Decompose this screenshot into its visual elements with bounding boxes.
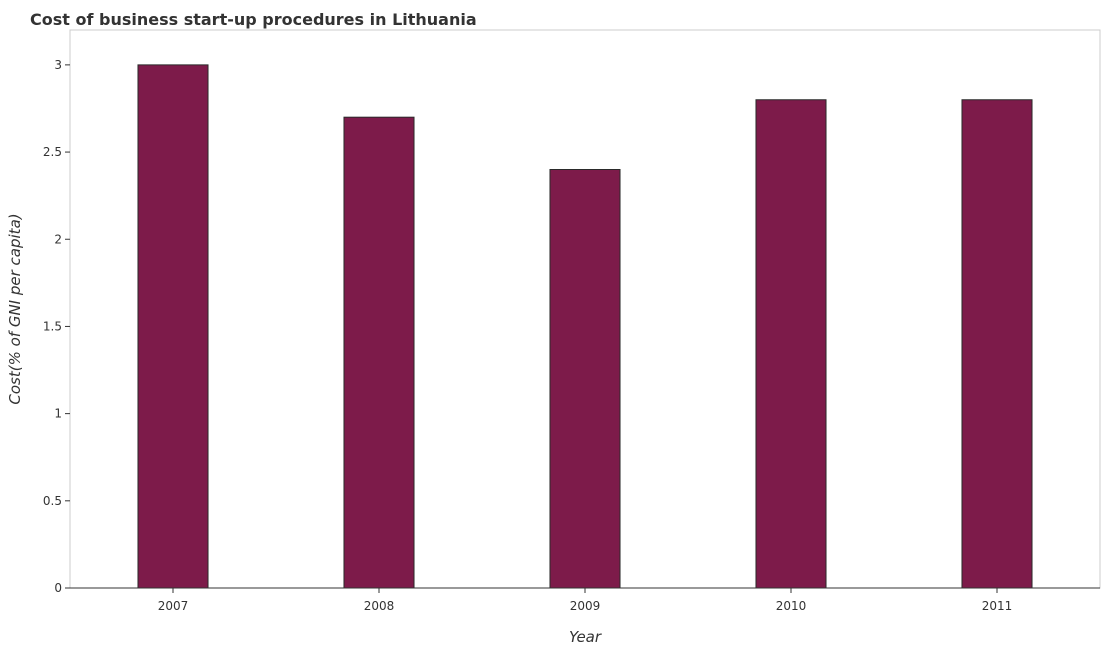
y-tick-label: 3 xyxy=(54,58,62,72)
y-tick-label: 0.5 xyxy=(43,494,62,508)
x-axis-label: Year xyxy=(569,628,602,646)
bar-2011 xyxy=(961,99,1033,589)
x-axis: 2007 2008 2009 2010 2011 xyxy=(158,588,1013,613)
bar-2008 xyxy=(343,116,415,589)
bar-2010 xyxy=(755,99,827,589)
y-tick-label: 2 xyxy=(54,232,62,246)
bar-2009 xyxy=(549,169,621,589)
bars-group xyxy=(137,64,1033,589)
y-tick-label: 1.5 xyxy=(43,319,62,333)
chart-title: Cost of business start-up procedures in … xyxy=(30,10,477,29)
y-tick-label: 1 xyxy=(54,407,62,421)
x-tick-label: 2009 xyxy=(570,599,601,613)
y-tick-label: 2.5 xyxy=(43,145,62,159)
x-tick-label: 2008 xyxy=(364,599,395,613)
y-tick-label: 0 xyxy=(54,581,62,595)
x-tick-label: 2007 xyxy=(158,599,189,613)
x-tick-label: 2011 xyxy=(982,599,1013,613)
y-axis: 0 0.5 1 1.5 2 2.5 3 xyxy=(43,58,70,595)
y-axis-label: Cost(% of GNI per capita) xyxy=(6,213,24,404)
x-tick-label: 2010 xyxy=(776,599,807,613)
bar-2007 xyxy=(137,64,209,589)
